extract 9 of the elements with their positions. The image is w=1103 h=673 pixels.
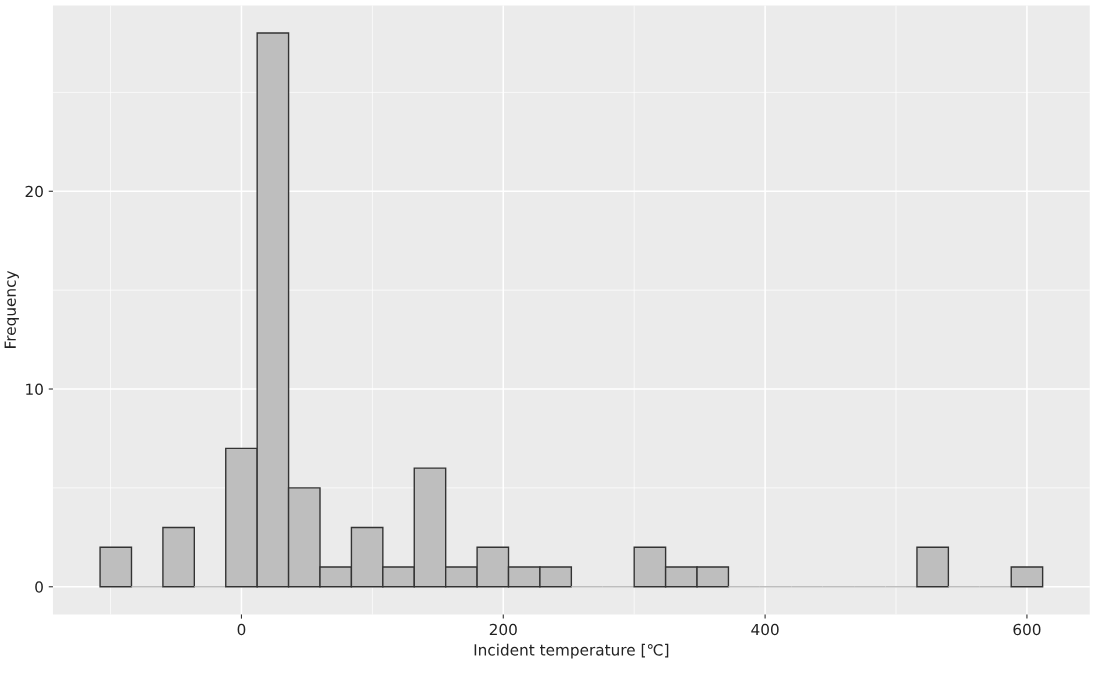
y-tick-label: 10 — [26, 383, 43, 396]
x-tick-label: 600 — [1013, 623, 1041, 636]
x-tick-label: 400 — [751, 623, 779, 636]
y-axis-title: Frequency — [4, 270, 19, 348]
x-tick-label: 0 — [237, 623, 246, 636]
y-tick-label: 20 — [25, 185, 43, 198]
x-tick-label: 200 — [489, 623, 517, 636]
y-tick-label: 0 — [35, 581, 43, 593]
x-axis-title: Incident temperature [℃] — [474, 643, 669, 659]
